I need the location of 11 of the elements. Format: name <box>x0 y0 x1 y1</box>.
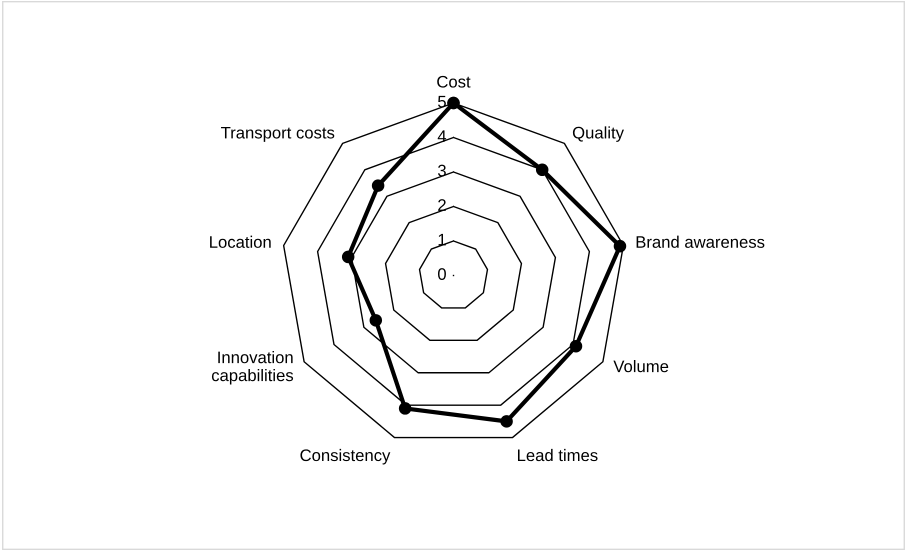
spoke-label: Location <box>210 236 271 248</box>
spoke-label: Volume <box>613 360 668 372</box>
spoke-label: Brand awareness <box>636 236 764 248</box>
y-tick-label: 0 <box>438 268 446 280</box>
spoke-label: Lead times <box>518 448 598 462</box>
y-tick-label: 4 <box>438 130 446 142</box>
spoke-label: Transport costs <box>221 126 334 142</box>
spoke-label: Quality <box>572 126 624 142</box>
spoke-label: Cost <box>437 76 471 88</box>
spoke-label: Innovation capabilities <box>212 351 294 385</box>
spoke-label: Consistency <box>300 448 390 464</box>
